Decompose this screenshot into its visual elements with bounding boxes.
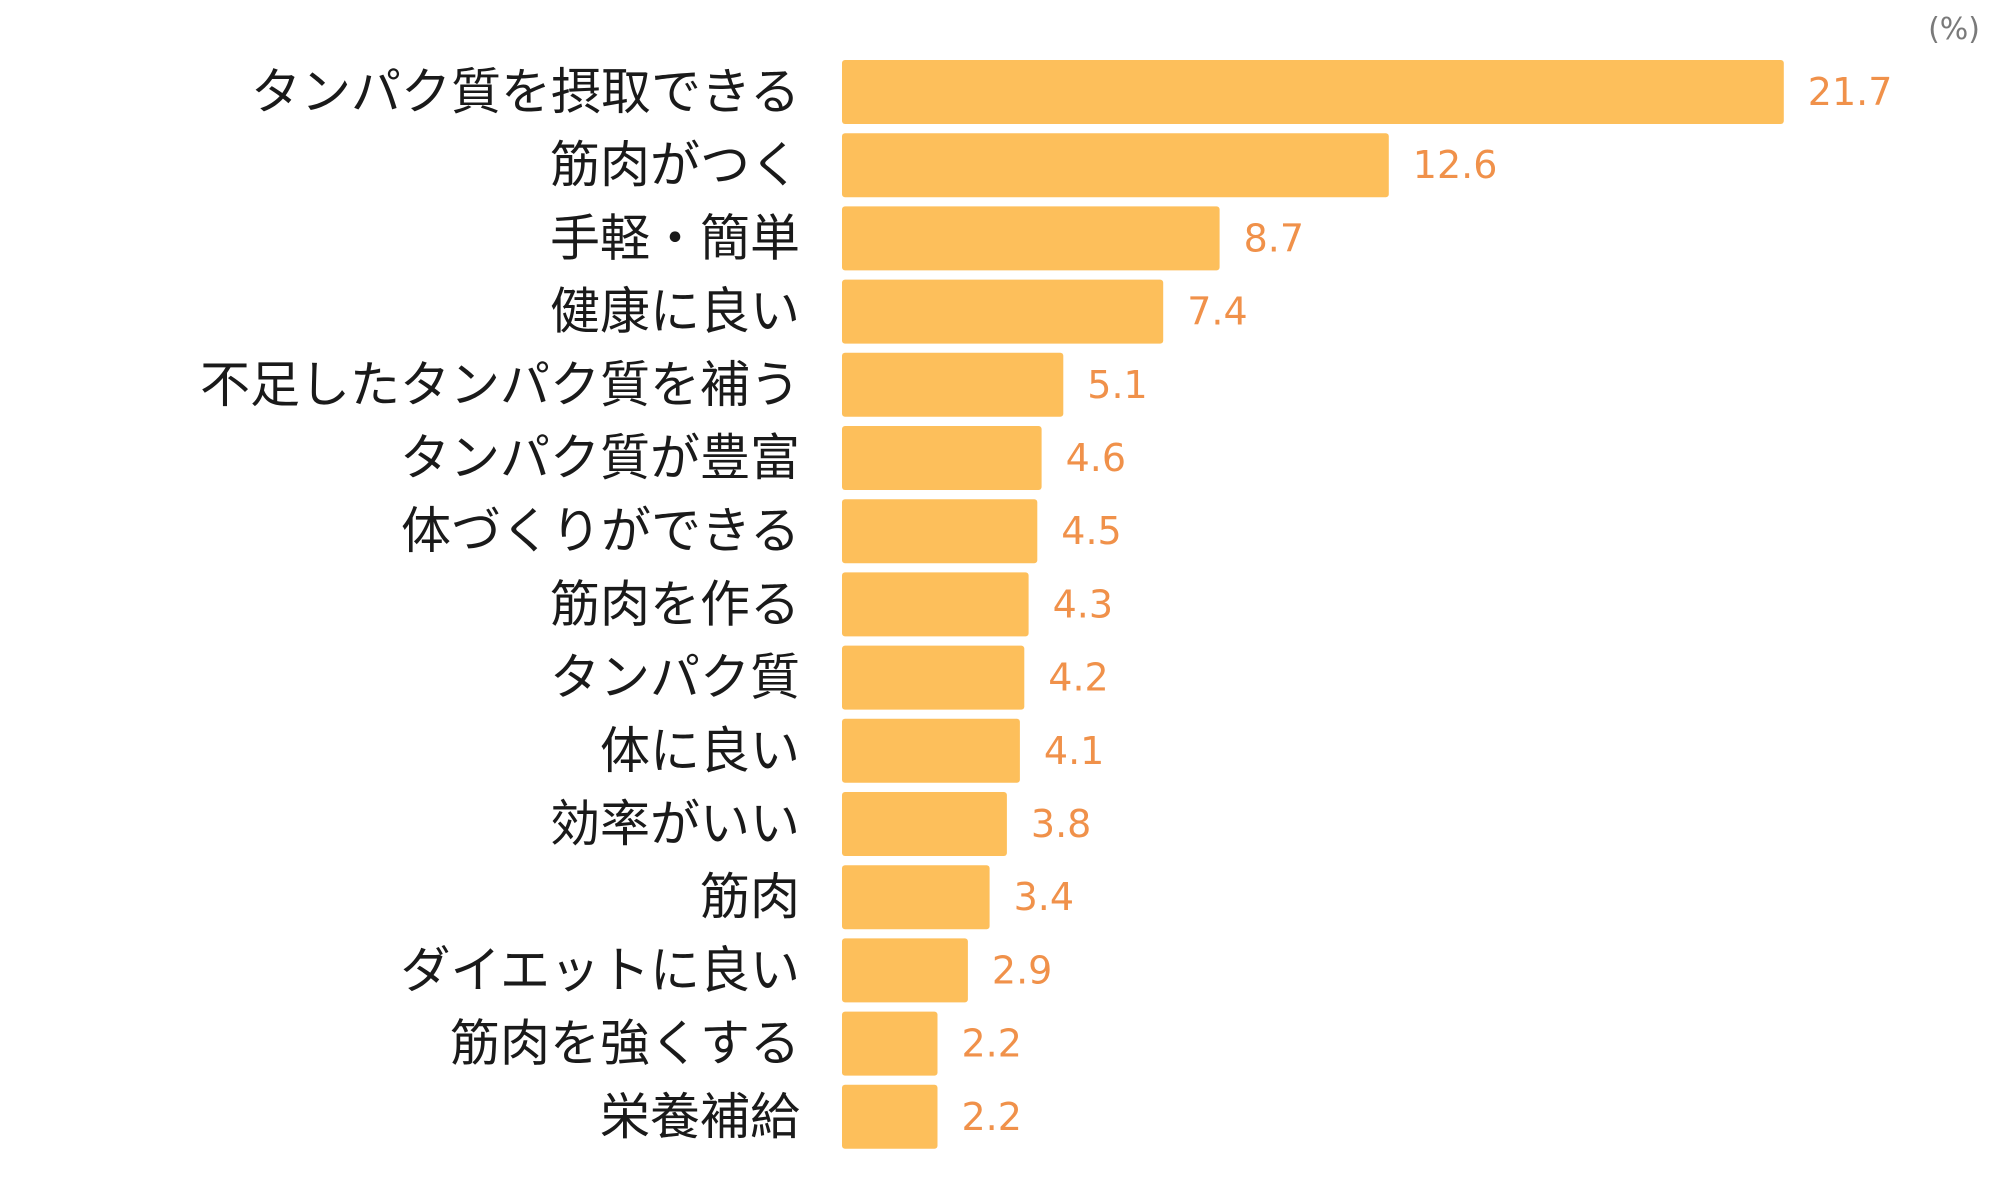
value-label: 5.1: [1087, 363, 1147, 407]
value-label: 2.2: [962, 1022, 1022, 1066]
category-label: 体づくりができる: [401, 502, 800, 560]
bar: [842, 645, 1025, 710]
category-label: 栄養補給: [600, 1088, 800, 1146]
bar: [842, 1084, 938, 1149]
bar: [842, 499, 1038, 564]
category-label: 効率がいい: [550, 795, 800, 853]
bar: [842, 279, 1164, 344]
bar: [842, 1011, 938, 1076]
category-label: 不足したタンパク質を補う: [200, 356, 800, 414]
value-label: 3.4: [1014, 875, 1074, 919]
bar: [842, 792, 1007, 856]
category-label: 筋肉: [700, 868, 800, 926]
category-label: 健康に良い: [550, 283, 800, 341]
value-label: 4.6: [1066, 436, 1126, 480]
category-label: タンパク質が豊富: [400, 429, 800, 487]
value-label: 3.8: [1031, 802, 1091, 846]
category-label: 手軽・簡単: [550, 209, 800, 267]
bar: [842, 426, 1042, 490]
value-label: 4.3: [1053, 582, 1113, 626]
category-label: 筋肉がつく: [550, 136, 800, 194]
unit-label: (%): [1928, 12, 1980, 47]
bar: [842, 206, 1220, 271]
bar: [842, 60, 1784, 124]
value-label: 4.5: [1061, 509, 1121, 553]
bar: [842, 865, 990, 930]
bar: [842, 352, 1064, 417]
category-label: 体に良い: [600, 722, 800, 780]
value-label: 12.6: [1413, 143, 1498, 187]
category-label: ダイエットに良い: [401, 941, 801, 999]
category-label: 筋肉を作る: [550, 575, 800, 633]
category-label: タンパク質: [550, 649, 800, 707]
value-label: 8.7: [1244, 216, 1304, 260]
bar: [842, 938, 968, 1003]
category-label: タンパク質を摂取できる: [251, 63, 800, 121]
bar: [842, 133, 1389, 198]
value-label: 7.4: [1187, 290, 1247, 334]
value-label: 2.2: [962, 1095, 1022, 1139]
value-label: 21.7: [1808, 70, 1893, 114]
bar: [842, 718, 1020, 783]
value-label: 2.9: [992, 948, 1052, 992]
value-label: 4.1: [1044, 729, 1104, 773]
bar: [842, 572, 1029, 637]
value-label: 4.2: [1048, 656, 1108, 700]
category-label: 筋肉を強くする: [450, 1015, 800, 1073]
